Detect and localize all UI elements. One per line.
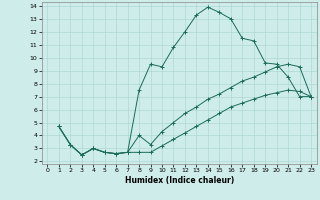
X-axis label: Humidex (Indice chaleur): Humidex (Indice chaleur)	[124, 176, 234, 185]
